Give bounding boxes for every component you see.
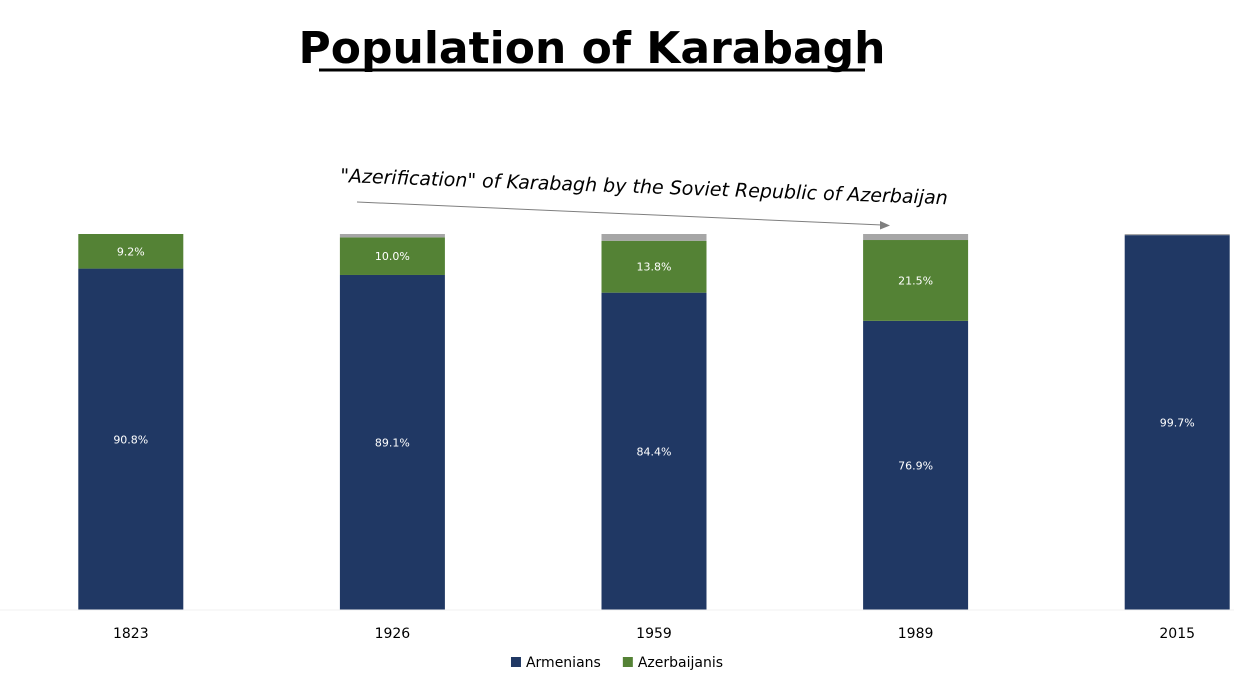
data-label-series-0-2015: 99.7% — [1160, 417, 1195, 430]
bar-segment-series-1-1989 — [863, 240, 969, 321]
annotation-arrowhead — [880, 221, 890, 230]
bar-segment-series-1-1823 — [78, 234, 184, 269]
bar-segment-series-1-1926 — [339, 237, 445, 275]
annotation-text: "Azerification" of Karabagh by the Sovie… — [340, 165, 948, 209]
data-label-series-1-1926: 10.0% — [375, 250, 410, 263]
data-label-series-0-1823: 90.8% — [113, 433, 148, 446]
bar-segment-series-0-1989 — [863, 320, 969, 610]
x-tick-label-1959: 1959 — [636, 626, 672, 642]
bar-segment-series-0-1926 — [339, 274, 445, 610]
data-label-series-1-1989: 21.5% — [898, 274, 933, 287]
data-label-series-1-1823: 9.2% — [117, 245, 145, 258]
data-label-series-0-1926: 89.1% — [375, 436, 410, 449]
data-label-series-0-1959: 84.4% — [637, 445, 672, 458]
bar-segment-series-2-2015 — [1124, 234, 1230, 236]
bar-segment-series-1-1959 — [601, 240, 707, 293]
annotation-arrow-line — [356, 201, 883, 226]
bars-layer: 90.8% 9.2% 89.1% 10.0% 84.4% 13.8% 76.9% 21.5% 9… — [78, 234, 1230, 610]
legend-swatch-azerbaijanis — [622, 657, 633, 667]
data-label-series-0-1989: 76.9% — [898, 459, 933, 472]
x-tick-label-1989: 1989 — [898, 626, 934, 642]
data-label-series-1-1959: 13.8% — [637, 261, 672, 274]
bar-segment-series-0-1959 — [601, 292, 707, 610]
legend-swatch-armenians — [510, 657, 521, 667]
legend: Armenians Azerbaijanis — [510, 655, 723, 671]
bar-segment-series-2-1989 — [863, 234, 969, 241]
legend-label-azerbaijanis: Azerbaijanis — [638, 655, 723, 671]
bar-segment-series-2-1926 — [339, 234, 445, 238]
x-axis-ticks: 1823 1926 1959 1989 2015 — [113, 626, 1195, 642]
bar-segment-series-2-1959 — [601, 234, 707, 241]
x-tick-label-1926: 1926 — [375, 626, 411, 642]
x-tick-label-2015: 2015 — [1159, 626, 1195, 642]
x-tick-label-1823: 1823 — [113, 626, 149, 642]
legend-label-armenians: Armenians — [526, 655, 601, 671]
bar-segment-series-0-2015 — [1124, 235, 1230, 610]
chart-title: Population of Karabagh — [299, 23, 886, 74]
bar-segment-series-0-1823 — [78, 268, 184, 610]
